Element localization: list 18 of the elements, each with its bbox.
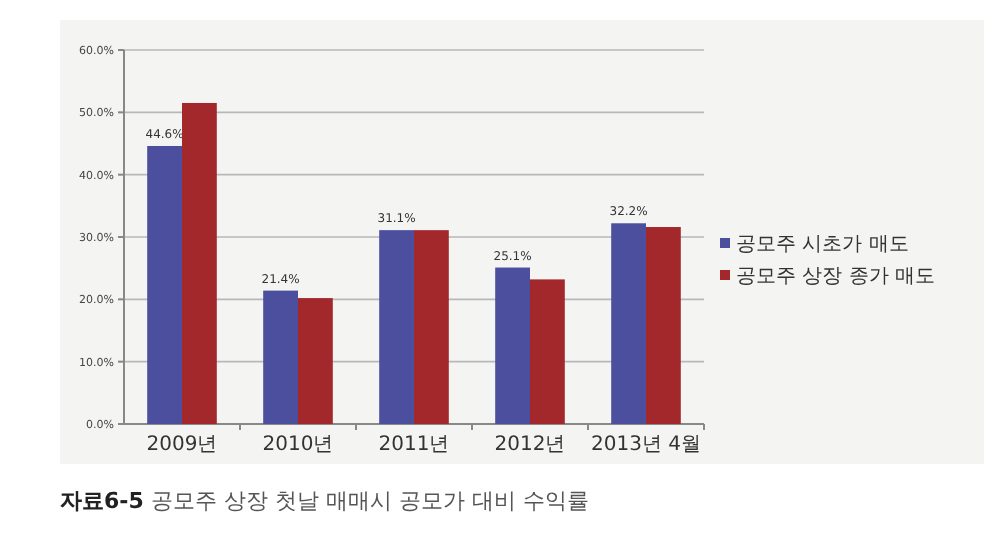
- x-tick-label: 2011년: [378, 434, 450, 456]
- bar: [379, 230, 414, 424]
- x-tick-label: 2012년: [494, 434, 566, 456]
- x-tick-label: 2009년: [146, 434, 218, 456]
- bar: [414, 230, 449, 424]
- bar: [147, 145, 182, 424]
- bar: [263, 290, 298, 424]
- legend-label: 공모주 시초가 매도: [736, 234, 909, 256]
- legend-label: 공모주 상장 종가 매도: [736, 266, 936, 288]
- bar: [298, 298, 333, 424]
- bar: [182, 102, 217, 424]
- bar: [646, 227, 681, 424]
- x-tick-label: 2010년: [262, 434, 334, 456]
- bar: [611, 223, 646, 424]
- bar: [530, 279, 565, 424]
- bar: [495, 267, 530, 424]
- x-tick-label: 2013년 4월: [591, 434, 701, 456]
- text: 자료6-5 공모주 상장 첫날 매매시 공모가 대비 수익률: [60, 488, 589, 514]
